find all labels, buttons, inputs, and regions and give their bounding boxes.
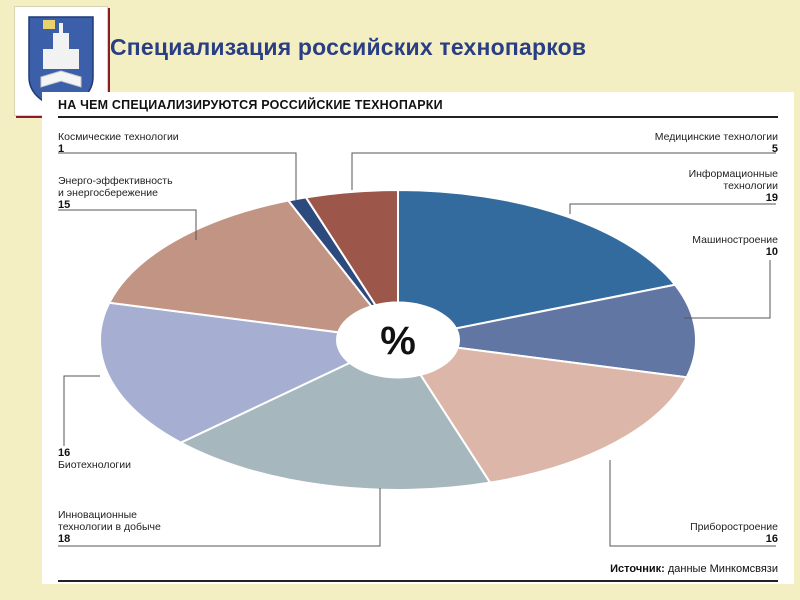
slide-title: Специализация российских технопарков (110, 34, 587, 60)
slice-label-7: Космические технологии (58, 131, 179, 143)
slice-label-5: Биотехнологии (58, 459, 131, 471)
bottom-rule (58, 580, 778, 582)
chart-source: Источник: данные Минкомсвязи (610, 563, 778, 575)
slice-label-1: технологии (723, 180, 778, 192)
leader-line-8 (351, 152, 776, 190)
source-prefix: Источник: (610, 563, 665, 575)
slice-label-8: Медицинские технологии (655, 131, 778, 143)
slice-value-8: 5 (772, 143, 778, 155)
slice-label-4: технологии в добыче (58, 521, 161, 533)
slice-value-6: 15 (58, 199, 70, 211)
leader-line-6 (58, 209, 197, 240)
university-logo (14, 6, 108, 116)
chart-title: НА ЧЕМ СПЕЦИАЛИЗИРУЮТСЯ РОССИЙСКИЕ ТЕХНО… (58, 98, 443, 112)
pie-slice-1 (397, 188, 677, 342)
pie-slice-6 (107, 199, 401, 342)
slice-value-7: 1 (58, 143, 64, 155)
slice-value-4: 18 (58, 533, 70, 545)
slice-label-3: Приборостроение (690, 521, 778, 533)
top-rule (58, 116, 778, 118)
slice-value-3: 16 (766, 533, 778, 545)
leader-line-4 (58, 488, 381, 547)
leader-line-3 (609, 460, 776, 547)
pie-slice-2 (397, 283, 697, 379)
pie-center-hole (336, 301, 460, 379)
slice-value-5: 16 (58, 447, 70, 459)
leader-line-1 (569, 203, 776, 214)
slice-label-6: Энерго-эффективность (58, 175, 173, 187)
pie-slice-3 (395, 338, 689, 484)
source-text: данные Минкомсвязи (664, 563, 778, 575)
slice-label-4: Инновационные (58, 509, 137, 521)
pie-center-label: % (380, 319, 416, 363)
slice-value-1: 19 (766, 192, 778, 204)
pie-slice-8 (304, 188, 399, 344)
slice-label-1: Информационные (689, 168, 779, 180)
leader-line-7 (58, 152, 297, 200)
leader-line-2 (684, 260, 771, 319)
pie-slice-5 (99, 301, 402, 444)
pie-slice-4 (178, 338, 492, 491)
leader-line-5 (63, 375, 100, 446)
slice-value-2: 10 (766, 246, 778, 258)
slice-label-2: Машиностроение (692, 234, 778, 246)
slice-label-6: и энергосбережение (58, 187, 158, 199)
